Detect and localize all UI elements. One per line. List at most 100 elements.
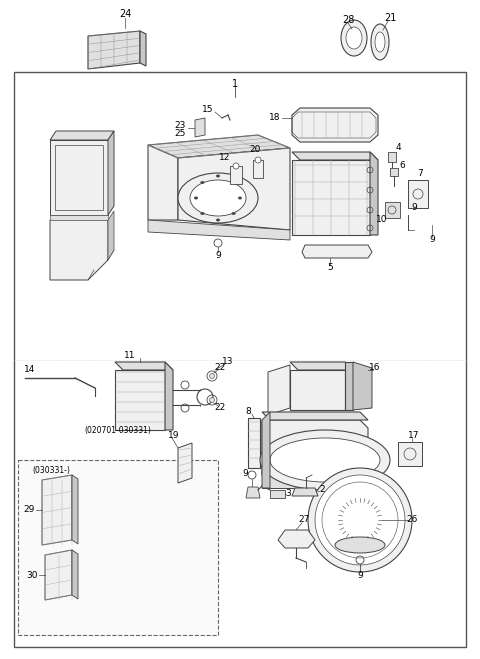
Text: 27: 27 — [298, 515, 310, 525]
Text: 21: 21 — [384, 13, 396, 23]
Bar — [230, 166, 242, 184]
Ellipse shape — [346, 27, 362, 49]
Polygon shape — [390, 168, 398, 176]
Text: 9: 9 — [411, 204, 417, 212]
Text: 4: 4 — [395, 144, 401, 152]
Polygon shape — [148, 145, 178, 220]
Ellipse shape — [238, 197, 242, 199]
Text: 18: 18 — [268, 113, 280, 123]
Text: 28: 28 — [342, 15, 354, 25]
Text: 26: 26 — [406, 515, 418, 525]
Polygon shape — [302, 245, 372, 258]
Polygon shape — [262, 412, 368, 420]
Polygon shape — [270, 490, 285, 498]
Bar — [14, 72, 466, 647]
Polygon shape — [42, 475, 72, 545]
Text: 9: 9 — [242, 469, 248, 478]
Ellipse shape — [341, 20, 367, 56]
Text: 14: 14 — [24, 366, 36, 374]
Polygon shape — [50, 215, 108, 220]
Polygon shape — [408, 180, 428, 208]
Ellipse shape — [232, 212, 235, 215]
Ellipse shape — [255, 157, 261, 163]
Ellipse shape — [194, 197, 198, 199]
Bar — [398, 442, 422, 466]
Polygon shape — [50, 140, 108, 215]
Text: 9: 9 — [357, 571, 363, 581]
Text: 23: 23 — [175, 121, 186, 130]
Text: 8: 8 — [245, 407, 251, 416]
Text: 19: 19 — [168, 432, 180, 440]
Polygon shape — [385, 202, 400, 218]
Text: 30: 30 — [26, 571, 38, 579]
Text: 2: 2 — [319, 486, 325, 494]
Polygon shape — [148, 220, 290, 240]
Text: (030331-): (030331-) — [32, 465, 70, 474]
Polygon shape — [262, 412, 270, 488]
Polygon shape — [262, 475, 368, 488]
Ellipse shape — [178, 173, 258, 223]
Ellipse shape — [216, 175, 220, 177]
Polygon shape — [262, 420, 368, 475]
Polygon shape — [50, 220, 108, 280]
Ellipse shape — [308, 468, 412, 572]
Text: 3: 3 — [285, 490, 291, 498]
Text: 24: 24 — [119, 9, 131, 19]
Text: 29: 29 — [24, 505, 35, 515]
Polygon shape — [178, 443, 192, 483]
Text: 5: 5 — [327, 264, 333, 273]
Polygon shape — [290, 362, 353, 370]
Polygon shape — [370, 152, 378, 235]
Ellipse shape — [315, 475, 405, 565]
Polygon shape — [140, 31, 146, 66]
Polygon shape — [278, 530, 315, 548]
Text: 10: 10 — [376, 215, 388, 225]
Ellipse shape — [201, 181, 204, 184]
Polygon shape — [195, 118, 205, 137]
Polygon shape — [353, 362, 372, 410]
Polygon shape — [50, 131, 114, 140]
Ellipse shape — [371, 24, 389, 60]
Ellipse shape — [233, 163, 239, 169]
Ellipse shape — [216, 219, 220, 221]
Ellipse shape — [270, 438, 380, 482]
Polygon shape — [45, 550, 72, 600]
Text: 12: 12 — [219, 152, 231, 161]
Ellipse shape — [190, 180, 246, 216]
Polygon shape — [388, 152, 396, 162]
Ellipse shape — [335, 537, 385, 553]
Polygon shape — [292, 152, 378, 160]
Ellipse shape — [260, 430, 390, 490]
Text: 1: 1 — [232, 79, 238, 89]
Polygon shape — [108, 131, 114, 215]
Polygon shape — [248, 418, 260, 468]
Text: 22: 22 — [215, 403, 226, 413]
Polygon shape — [72, 475, 78, 544]
Text: 20: 20 — [249, 146, 261, 154]
Polygon shape — [115, 370, 165, 430]
Polygon shape — [292, 488, 318, 496]
Polygon shape — [165, 362, 173, 430]
Bar — [18, 460, 218, 635]
Polygon shape — [345, 362, 353, 410]
Bar — [253, 160, 263, 178]
Text: 17: 17 — [408, 432, 420, 440]
Text: 7: 7 — [417, 169, 423, 179]
Text: (020701-030331): (020701-030331) — [84, 426, 151, 434]
Ellipse shape — [232, 181, 235, 184]
Text: 11: 11 — [124, 351, 136, 360]
Ellipse shape — [209, 374, 215, 378]
Polygon shape — [246, 487, 260, 498]
Text: 13: 13 — [222, 357, 234, 366]
Text: 22: 22 — [215, 364, 226, 372]
Ellipse shape — [375, 32, 385, 52]
Polygon shape — [148, 135, 290, 158]
Text: 6: 6 — [399, 161, 405, 169]
Text: 15: 15 — [202, 105, 214, 115]
Polygon shape — [108, 211, 114, 260]
Text: 9: 9 — [215, 250, 221, 260]
Polygon shape — [115, 362, 173, 370]
Text: 16: 16 — [369, 364, 381, 372]
Text: 25: 25 — [175, 129, 186, 138]
Polygon shape — [290, 370, 345, 410]
